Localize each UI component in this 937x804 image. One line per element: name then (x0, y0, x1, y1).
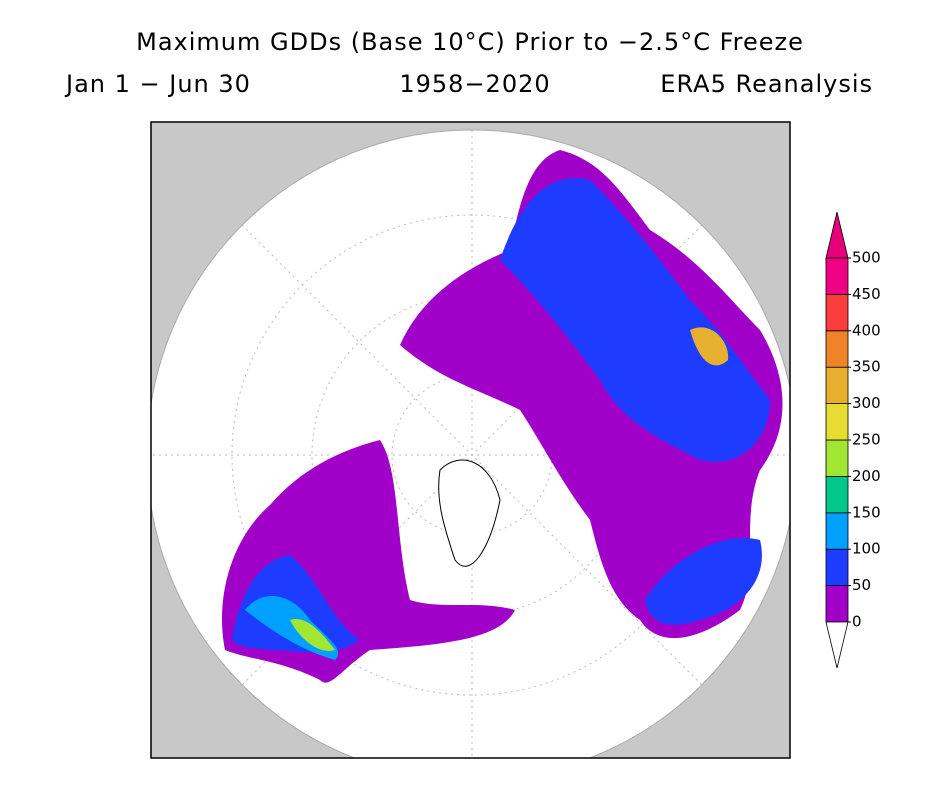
eurasia (400, 150, 783, 639)
colorbar-over (825, 211, 849, 259)
map (151, 122, 790, 758)
colorbar-label: 300 (852, 394, 881, 412)
subtitle-years: 1958−2020 (399, 70, 550, 98)
colorbar-segment (825, 585, 849, 623)
colorbar-label: 150 (852, 503, 881, 521)
colorbar-segment (825, 330, 849, 368)
disk-edge (151, 129, 790, 758)
colorbar-segment (825, 439, 849, 477)
colorbar-label: 450 (852, 285, 881, 303)
colorbar-under (825, 621, 849, 669)
south-asia-zone (645, 538, 762, 625)
colorbar-segment (825, 366, 849, 405)
greenland (438, 459, 501, 567)
subtitle-source: ERA5 Reanalysis (660, 70, 873, 98)
eurasia-hot-spot (690, 327, 729, 366)
colorbar-segment (825, 257, 849, 295)
colorbar-segment (825, 293, 849, 332)
colorbar: 0 50 100 150 200 250 300 350 400 450 500 (825, 211, 881, 669)
colorbar-label: 250 (852, 431, 881, 449)
colorbar-label: 0 (852, 613, 862, 631)
eurasia-warm-zone (500, 178, 770, 462)
subtitle-dates: Jan 1 − Jun 30 (64, 70, 251, 98)
colorbar-segment (825, 512, 849, 550)
colorbar-label: 350 (852, 358, 881, 376)
map-frame (150, 121, 791, 759)
colorbar-segment (825, 475, 849, 514)
na-warm-zone (232, 555, 360, 653)
colorbar-label: 200 (852, 467, 881, 485)
title: Maximum GDDs (Base 10°C) Prior to −2.5°C… (136, 28, 804, 56)
colorbar-label: 500 (852, 249, 881, 267)
colorbar-segment (825, 548, 849, 587)
na-hot-core (290, 619, 335, 651)
colorbar-label: 100 (852, 540, 881, 558)
colorbar-segment (825, 403, 849, 441)
colorbar-label: 400 (852, 321, 881, 339)
land-fields (151, 130, 790, 758)
colorbar-label: 50 (852, 576, 871, 594)
